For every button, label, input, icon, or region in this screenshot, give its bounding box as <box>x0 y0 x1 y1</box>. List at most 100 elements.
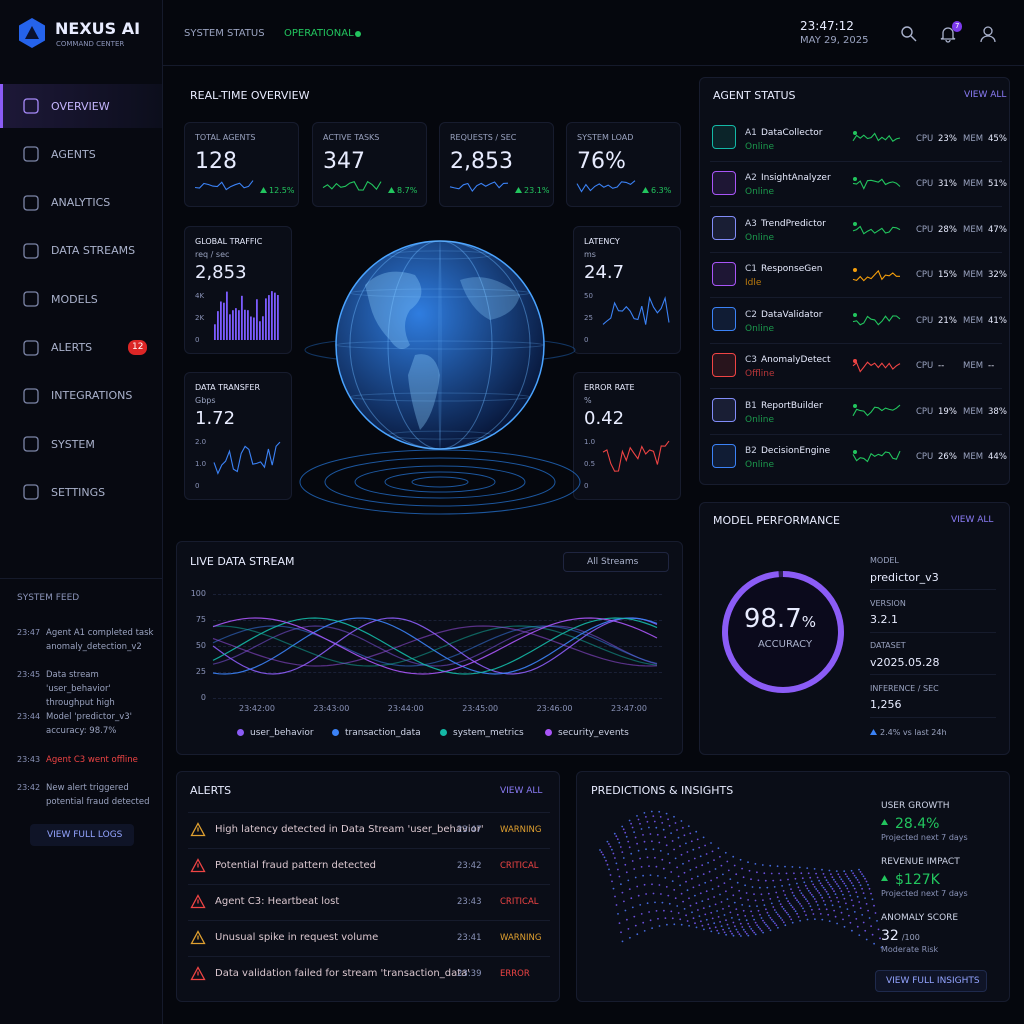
insights-button-label[interactable]: VIEW FULL INSIGHTS <box>886 975 980 986</box>
nav-active-bar <box>0 84 3 128</box>
bar <box>244 309 246 340</box>
surface-dot <box>788 902 791 905</box>
arrow-shape <box>881 875 888 881</box>
agent-icon <box>712 443 736 468</box>
insights-button[interactable] <box>875 970 987 992</box>
user-icon[interactable] <box>980 26 996 43</box>
search-icon[interactable] <box>901 26 917 42</box>
surface-dot <box>799 903 801 905</box>
surface-dot <box>620 931 622 934</box>
surface-dot <box>704 844 706 847</box>
surface-dot <box>631 860 634 862</box>
stream-filter[interactable] <box>563 552 669 572</box>
surface-dot <box>822 886 825 889</box>
surface-dot <box>625 835 628 838</box>
sparkline <box>322 180 382 191</box>
surface-dot <box>716 910 718 912</box>
surface-dot <box>714 926 717 929</box>
nav-item[interactable]: DATA STREAMS <box>51 244 136 258</box>
alert-level: WARNING <box>500 932 542 943</box>
nav-item[interactable]: ALERTS <box>51 341 93 354</box>
surface-dot <box>824 903 827 906</box>
panel-unit: ms <box>584 250 596 259</box>
surface-dot <box>874 912 877 914</box>
surface-dot <box>833 909 835 912</box>
surface-dot <box>816 876 819 879</box>
kpi-card <box>439 122 554 207</box>
surface-dot <box>701 900 704 902</box>
kpi-card <box>312 122 427 207</box>
surface-dot <box>658 884 661 886</box>
view-all-link[interactable]: VIEW ALL <box>951 514 994 525</box>
surface-dot <box>667 853 670 855</box>
agent-name: DataValidator <box>761 309 823 320</box>
surface-dot <box>680 820 683 822</box>
nav-item[interactable]: ANALYTICS <box>51 196 111 210</box>
nav-item[interactable]: AGENTS <box>51 147 96 161</box>
surface-dot <box>645 816 647 818</box>
surface-dot <box>805 898 807 900</box>
surface-dot <box>865 880 868 883</box>
agent-name: DecisionEngine <box>761 446 831 456</box>
surface-dot <box>837 885 840 887</box>
feed-button[interactable] <box>30 824 134 846</box>
surface-dot <box>781 919 784 921</box>
surface-dot <box>637 818 640 821</box>
surface-dot <box>845 902 847 905</box>
surface-dot <box>827 881 829 884</box>
legend-label: transaction_data <box>345 727 421 738</box>
nav-icon <box>23 388 39 404</box>
surface-dot <box>772 879 775 882</box>
surface-dot <box>653 820 656 823</box>
accuracy-number: 98.7 <box>743 604 802 634</box>
surface-dot <box>704 881 707 884</box>
surface-dot <box>685 914 687 917</box>
surface-dot <box>673 815 675 818</box>
nav-item[interactable]: SETTINGS <box>51 485 106 499</box>
nav-item[interactable]: INTEGRATIONS <box>51 389 133 403</box>
surface-dot <box>603 856 606 859</box>
surface-dot <box>819 894 822 896</box>
surface-dot <box>813 886 816 888</box>
surface-dot <box>698 884 701 886</box>
mem-value: -- <box>988 361 995 372</box>
surface-dot <box>853 887 856 890</box>
surface-dot <box>745 932 748 935</box>
surface-dot <box>774 922 776 925</box>
filter-label[interactable]: All Streams <box>587 556 639 567</box>
insight-label: REVENUE IMPACT <box>881 856 960 867</box>
view-all-link[interactable]: VIEW ALL <box>964 89 1007 100</box>
cpu-value: 31% <box>938 179 957 190</box>
surface-dot <box>816 904 819 906</box>
nav-item[interactable]: MODELS <box>51 292 98 306</box>
surface-dot <box>634 836 637 839</box>
surface-dot <box>796 882 798 885</box>
surface-dot <box>688 924 690 927</box>
surface-dot <box>723 882 726 884</box>
surface-dot <box>730 886 733 889</box>
agent-state: Online <box>745 232 775 243</box>
surface-dot <box>661 901 664 904</box>
surface-dot <box>782 921 785 924</box>
surface-dot <box>699 855 702 858</box>
surface-dot <box>636 815 638 817</box>
view-all-link[interactable]: VIEW ALL <box>500 785 543 796</box>
agent-icon <box>712 398 736 422</box>
surface-dot <box>714 903 717 906</box>
surface-dot <box>813 898 816 900</box>
sparkline <box>852 178 901 190</box>
surface-dot <box>766 925 769 928</box>
feed-button-label[interactable]: VIEW FULL LOGS <box>47 829 123 840</box>
nav-item[interactable]: OVERVIEW <box>51 99 110 113</box>
kpi-change: 6.3% <box>651 186 672 195</box>
surface-dot <box>819 913 822 915</box>
field-divider <box>870 716 996 718</box>
surface-dot <box>696 838 699 841</box>
surface-dot <box>741 867 743 870</box>
surface-dot <box>759 913 761 916</box>
surface-dot <box>701 864 704 867</box>
panel-value: 0.42 <box>584 408 625 429</box>
bell-icon[interactable] <box>940 26 956 43</box>
nav-item[interactable]: SYSTEM <box>51 437 95 451</box>
surface-dot <box>773 886 776 888</box>
